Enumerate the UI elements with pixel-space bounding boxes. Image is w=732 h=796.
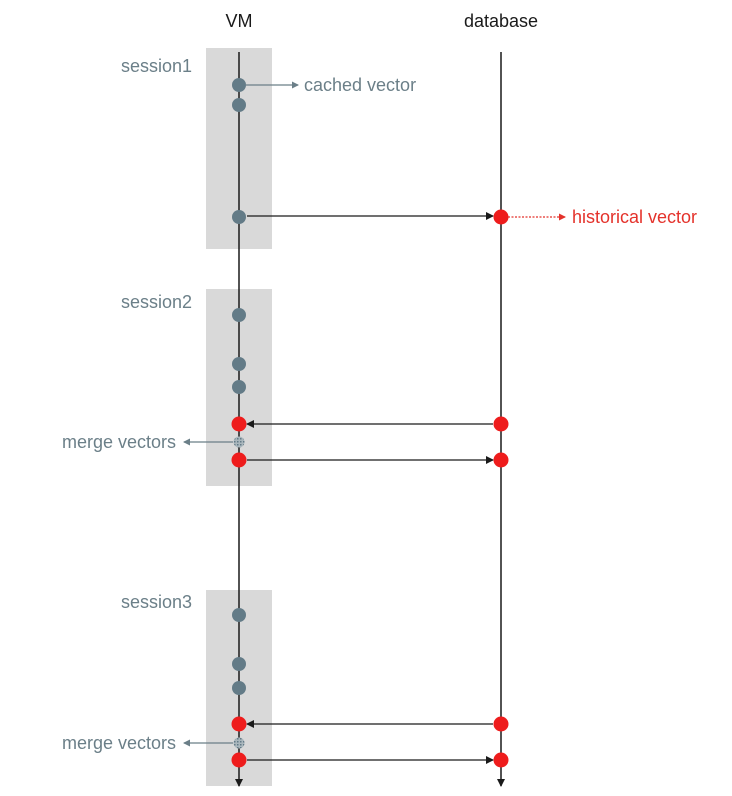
historical-vector-dot [231, 452, 247, 468]
historical-vector-dot [493, 452, 509, 468]
merge-vector-dot [233, 436, 245, 448]
historical-vector-dot [493, 752, 509, 768]
session1-label: session1 [121, 56, 192, 76]
cached-vector-dot [232, 657, 246, 671]
session3-label: session3 [121, 592, 192, 612]
cached-vector-dot [232, 78, 246, 92]
database-header: database [464, 11, 538, 31]
cached-vector-dot [232, 357, 246, 371]
merge-vector-dot [233, 737, 245, 749]
merge-vectors-label-1: merge vectors [62, 432, 176, 452]
historical-vector-dot [231, 716, 247, 732]
vm-header: VM [226, 11, 253, 31]
cached-vector-label: cached vector [304, 75, 416, 95]
cached-vector-dot [232, 98, 246, 112]
cached-vector-dot [232, 210, 246, 224]
merge-vectors-label-2: merge vectors [62, 733, 176, 753]
cached-vector-dot [232, 681, 246, 695]
historical-vector-dot [493, 716, 509, 732]
historical-vector-label: historical vector [572, 207, 697, 227]
cached-vector-dot [232, 608, 246, 622]
historical-vector-dot [493, 209, 509, 225]
historical-vector-dot [231, 416, 247, 432]
cached-vector-dot [232, 308, 246, 322]
session2-label: session2 [121, 292, 192, 312]
cached-vector-dot [232, 380, 246, 394]
historical-vector-dot [493, 416, 509, 432]
historical-vector-dot [231, 752, 247, 768]
